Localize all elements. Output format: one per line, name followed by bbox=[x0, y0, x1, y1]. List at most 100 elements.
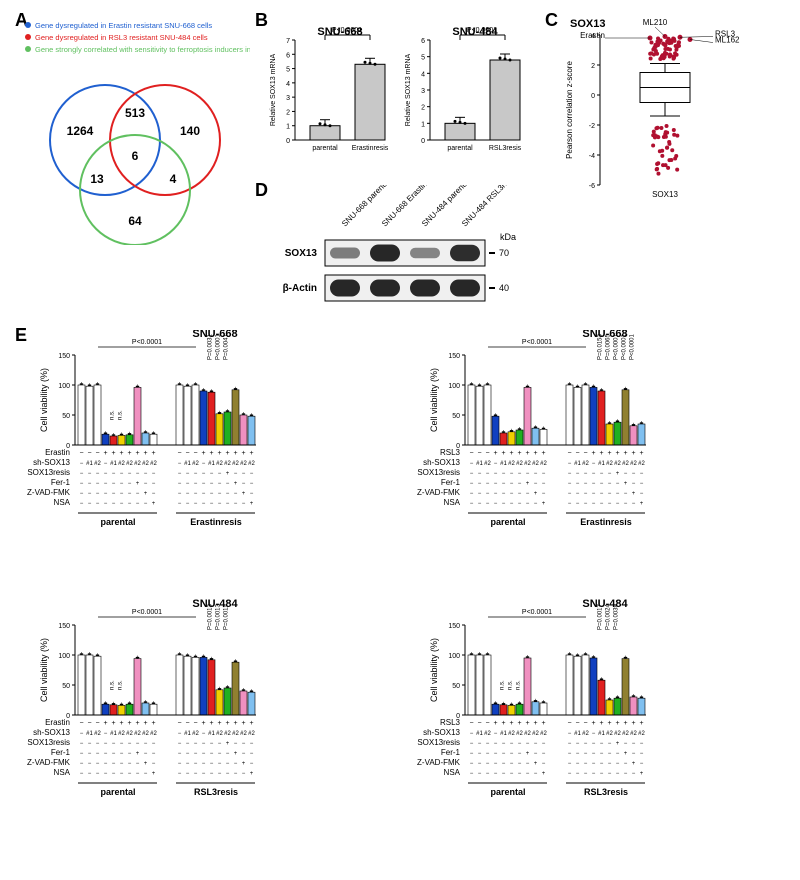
svg-text:#2: #2 bbox=[614, 461, 621, 467]
svg-text:+: + bbox=[631, 720, 635, 727]
svg-text:#2: #2 bbox=[232, 731, 239, 737]
svg-text:2: 2 bbox=[591, 63, 595, 70]
svg-text:−: − bbox=[96, 771, 100, 777]
svg-text:−: − bbox=[592, 731, 596, 737]
svg-text:parental: parental bbox=[490, 787, 525, 797]
svg-text:+: + bbox=[241, 720, 245, 727]
svg-text:−: − bbox=[178, 501, 182, 507]
svg-text:−: − bbox=[486, 481, 490, 487]
svg-text:1: 1 bbox=[286, 124, 290, 131]
svg-text:#2: #2 bbox=[150, 461, 157, 467]
svg-text:#2: #2 bbox=[192, 461, 199, 467]
svg-text:#2: #2 bbox=[516, 461, 523, 467]
svg-text:+: + bbox=[599, 450, 603, 457]
svg-text:−: − bbox=[568, 471, 572, 477]
svg-text:−: − bbox=[234, 501, 238, 507]
svg-text:#1: #1 bbox=[110, 731, 117, 737]
svg-text:+: + bbox=[640, 501, 644, 507]
svg-text:−: − bbox=[112, 751, 116, 757]
svg-text:−: − bbox=[104, 491, 108, 497]
svg-text:#1: #1 bbox=[110, 461, 117, 467]
svg-text:−: − bbox=[640, 741, 644, 747]
svg-text:n.s.: n.s. bbox=[516, 680, 522, 690]
svg-text:−: − bbox=[608, 491, 612, 497]
svg-text:−: − bbox=[178, 761, 182, 767]
svg-text:+: + bbox=[493, 450, 497, 457]
svg-text:−: − bbox=[112, 741, 116, 747]
svg-text:#2: #2 bbox=[484, 461, 491, 467]
svg-text:−: − bbox=[632, 751, 636, 757]
svg-text:−: − bbox=[210, 741, 214, 747]
svg-text:−: − bbox=[470, 481, 474, 487]
svg-text:−: − bbox=[194, 501, 198, 507]
svg-text:−: − bbox=[477, 720, 481, 727]
svg-text:-2: -2 bbox=[589, 123, 595, 130]
svg-text:SOX13: SOX13 bbox=[652, 190, 678, 199]
svg-text:150: 150 bbox=[448, 623, 460, 630]
svg-text:−: − bbox=[194, 761, 198, 767]
svg-text:+: + bbox=[591, 720, 595, 727]
svg-text:−: − bbox=[640, 751, 644, 757]
svg-text:5: 5 bbox=[286, 67, 290, 74]
svg-text:−: − bbox=[624, 501, 628, 507]
svg-text:−: − bbox=[193, 720, 197, 727]
svg-text:+: + bbox=[136, 751, 140, 757]
svg-text:Erastin: Erastin bbox=[580, 31, 605, 40]
svg-text:−: − bbox=[600, 741, 604, 747]
svg-text:−: − bbox=[584, 471, 588, 477]
svg-text:−: − bbox=[542, 761, 546, 767]
svg-text:+: + bbox=[127, 720, 131, 727]
svg-text:−: − bbox=[104, 751, 108, 757]
svg-text:−: − bbox=[592, 761, 596, 767]
svg-text:−: − bbox=[494, 471, 498, 477]
svg-text:parental: parental bbox=[447, 145, 473, 152]
svg-text:−: − bbox=[583, 450, 587, 457]
svg-text:−: − bbox=[226, 491, 230, 497]
svg-text:P<0.0001: P<0.0001 bbox=[216, 333, 222, 360]
svg-text:+: + bbox=[615, 450, 619, 457]
svg-text:−: − bbox=[202, 501, 206, 507]
svg-text:sh-SOX13: sh-SOX13 bbox=[33, 728, 70, 737]
svg-text:−: − bbox=[616, 491, 620, 497]
panel-a-svg: Gene dysregulated in Erastin resistant S… bbox=[20, 15, 250, 245]
svg-text:Z-VAD-FMK: Z-VAD-FMK bbox=[417, 758, 461, 767]
svg-text:−: − bbox=[80, 741, 84, 747]
svg-text:−: − bbox=[542, 751, 546, 757]
svg-text:Erastin: Erastin bbox=[45, 718, 70, 727]
svg-text:#2: #2 bbox=[94, 461, 101, 467]
svg-text:+: + bbox=[534, 761, 538, 767]
svg-text:P<0.0001: P<0.0001 bbox=[522, 609, 552, 616]
svg-text:−: − bbox=[502, 491, 506, 497]
svg-text:+: + bbox=[103, 720, 107, 727]
svg-text:+: + bbox=[517, 450, 521, 457]
svg-text:−: − bbox=[79, 450, 83, 457]
svg-text:−: − bbox=[600, 751, 604, 757]
svg-text:+: + bbox=[209, 720, 213, 727]
svg-text:−: − bbox=[194, 741, 198, 747]
svg-text:#2: #2 bbox=[524, 461, 531, 467]
svg-text:−: − bbox=[576, 771, 580, 777]
svg-text:#2: #2 bbox=[606, 731, 613, 737]
svg-text:+: + bbox=[209, 450, 213, 457]
svg-text:−: − bbox=[478, 761, 482, 767]
svg-text:NSA: NSA bbox=[444, 498, 461, 507]
svg-text:−: − bbox=[104, 501, 108, 507]
svg-text:−: − bbox=[575, 720, 579, 727]
svg-text:Erastin: Erastin bbox=[45, 448, 70, 457]
svg-text:−: − bbox=[624, 771, 628, 777]
svg-text:+: + bbox=[143, 720, 147, 727]
svg-text:+: + bbox=[493, 720, 497, 727]
svg-text:−: − bbox=[568, 741, 572, 747]
svg-text:−: − bbox=[104, 741, 108, 747]
svg-text:−: − bbox=[486, 491, 490, 497]
svg-text:−: − bbox=[592, 771, 596, 777]
svg-text:Cell viability (%): Cell viability (%) bbox=[39, 368, 49, 432]
svg-text:−: − bbox=[526, 761, 530, 767]
svg-text:−: − bbox=[80, 481, 84, 487]
svg-text:#1: #1 bbox=[184, 461, 191, 467]
svg-text:−: − bbox=[534, 771, 538, 777]
svg-text:#2: #2 bbox=[630, 731, 637, 737]
svg-text:−: − bbox=[96, 741, 100, 747]
svg-text:RSL3: RSL3 bbox=[440, 448, 461, 457]
svg-text:−: − bbox=[632, 771, 636, 777]
